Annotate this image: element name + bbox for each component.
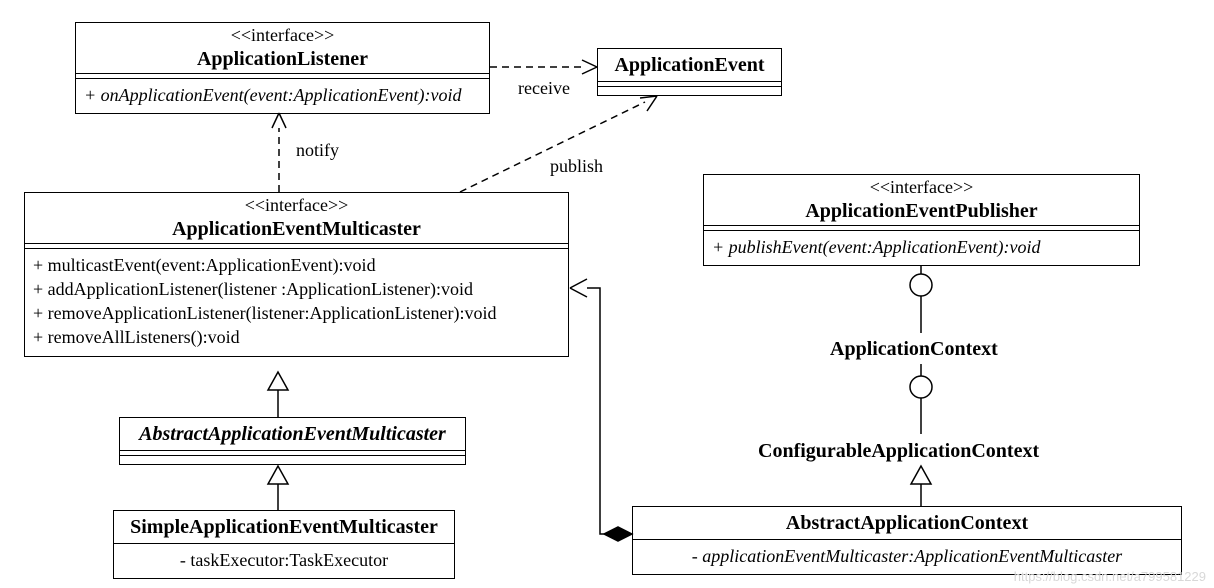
class-header: SimpleApplicationEventMulticaster xyxy=(114,511,454,544)
attributes: - taskExecutor:TaskExecutor xyxy=(114,544,454,578)
stereotype: <<interface>> xyxy=(33,195,560,217)
empty-compartment xyxy=(598,87,781,95)
class-application-listener: <<interface>> ApplicationListener + onAp… xyxy=(75,22,490,114)
class-event-multicaster: <<interface>> ApplicationEventMulticaste… xyxy=(24,192,569,357)
class-header: AbstractApplicationEventMulticaster xyxy=(120,418,465,451)
class-header: <<interface>> ApplicationEventPublisher xyxy=(704,175,1139,226)
class-name: AbstractApplicationEventMulticaster xyxy=(126,422,459,446)
class-configurable-application-context: ConfigurableApplicationContext xyxy=(758,440,1039,463)
class-abstract-event-multicaster: AbstractApplicationEventMulticaster xyxy=(119,417,466,465)
class-name: ApplicationListener xyxy=(84,47,481,71)
edge-label-notify: notify xyxy=(294,140,341,161)
operation: + publishEvent(event:ApplicationEvent):v… xyxy=(712,235,1131,259)
edge-label-publish: publish xyxy=(548,156,605,177)
edge-gen-abs-appcontext xyxy=(911,466,931,506)
class-header: AbstractApplicationContext xyxy=(633,507,1181,540)
class-name: SimpleApplicationEventMulticaster xyxy=(120,515,448,539)
operation: + removeApplicationListener(listener:App… xyxy=(33,301,560,325)
class-application-context: ApplicationContext xyxy=(830,338,998,361)
class-header: <<interface>> ApplicationEventMulticaste… xyxy=(25,193,568,244)
empty-compartment xyxy=(120,456,465,464)
attribute: - applicationEventMulticaster:Applicatio… xyxy=(641,544,1173,568)
class-application-event: ApplicationEvent xyxy=(597,48,782,96)
class-name: ApplicationEvent xyxy=(604,53,775,77)
operation: + removeAllListeners():void xyxy=(33,325,560,349)
class-header: <<interface>> ApplicationListener xyxy=(76,23,489,74)
edge-notify xyxy=(272,113,286,192)
operation: + addApplicationListener(listener :Appli… xyxy=(33,277,560,301)
class-name: ConfigurableApplicationContext xyxy=(758,440,1039,462)
class-header: ApplicationEvent xyxy=(598,49,781,82)
uml-diagram: <<interface>> ApplicationListener + onAp… xyxy=(0,0,1214,588)
operations: + onApplicationEvent(event:ApplicationEv… xyxy=(76,79,489,113)
edge-gen-simple-multicaster xyxy=(268,466,288,510)
class-abstract-application-context: AbstractApplicationContext - application… xyxy=(632,506,1182,575)
stereotype: <<interface>> xyxy=(712,177,1131,199)
operations: + publishEvent(event:ApplicationEvent):v… xyxy=(704,231,1139,265)
watermark: https://blog.csdn.net/a799581229 xyxy=(1014,569,1206,584)
edge-realize-conf-appcontext xyxy=(910,364,932,434)
edge-receive xyxy=(490,60,597,74)
edge-gen-abs-multicaster xyxy=(268,372,288,417)
class-name: ApplicationEventMulticaster xyxy=(33,217,560,241)
operation: + onApplicationEvent(event:ApplicationEv… xyxy=(84,83,481,107)
class-simple-event-multicaster: SimpleApplicationEventMulticaster - task… xyxy=(113,510,455,579)
edge-realize-appcontext xyxy=(910,265,932,333)
operations: + multicastEvent(event:ApplicationEvent)… xyxy=(25,249,568,356)
operation: + multicastEvent(event:ApplicationEvent)… xyxy=(33,253,560,277)
stereotype: <<interface>> xyxy=(84,25,481,47)
class-name: ApplicationEventPublisher xyxy=(712,199,1131,223)
class-event-publisher: <<interface>> ApplicationEventPublisher … xyxy=(703,174,1140,266)
attribute: - taskExecutor:TaskExecutor xyxy=(122,548,446,572)
class-name: AbstractApplicationContext xyxy=(639,511,1175,535)
edge-composition-absctx-multicaster xyxy=(570,279,632,541)
class-name: ApplicationContext xyxy=(830,338,998,360)
edge-label-receive: receive xyxy=(516,78,572,99)
